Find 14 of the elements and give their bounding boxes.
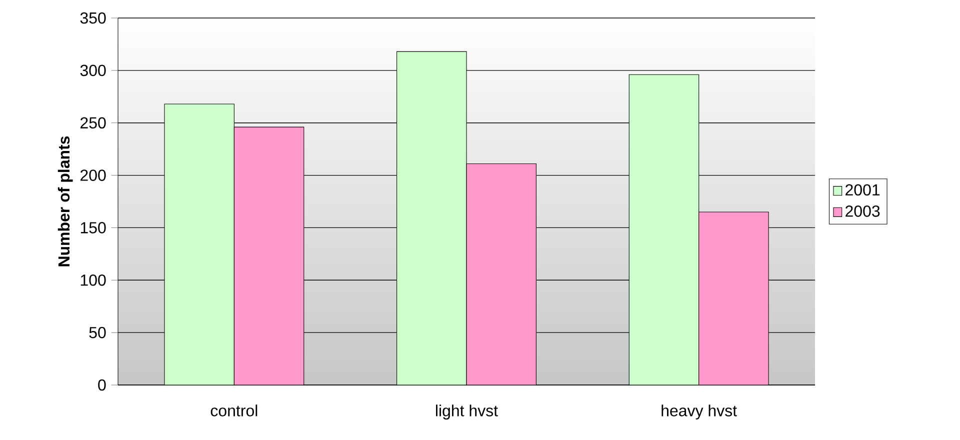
y-tick-label: 200 (80, 170, 106, 181)
y-axis-title: Number of plants (58, 136, 73, 266)
y-tick-label: 300 (80, 64, 106, 76)
x-tick-label: control (210, 404, 258, 416)
legend-label: 2003 (846, 206, 880, 217)
y-tick-label: 350 (80, 12, 106, 24)
x-tick-label: light hvst (436, 404, 498, 420)
legend-label: 2001 (846, 184, 880, 196)
y-tick-label: 0 (98, 379, 106, 391)
x-tick-label: heavy hvst (662, 404, 737, 420)
y-tick-label: 250 (80, 117, 106, 129)
y-tick-label: 100 (80, 274, 106, 286)
y-tick-label: 150 (80, 222, 106, 234)
y-tick-label: 50 (89, 326, 106, 338)
